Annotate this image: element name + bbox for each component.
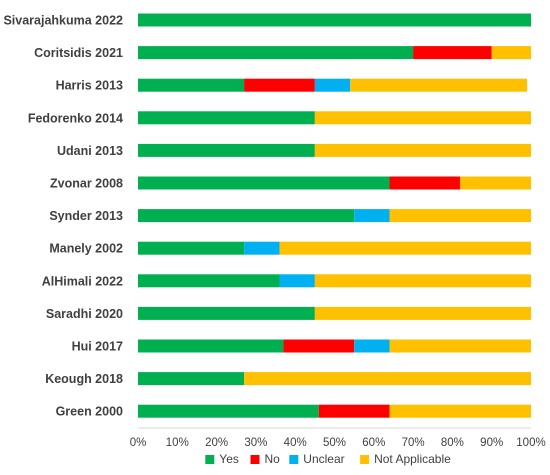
bar-segment-yes [138,306,315,320]
legend-item: Not Applicable [360,452,451,466]
category-label: Sivarajahkuma 2022 [3,14,123,28]
x-tick-label: 90% [480,437,503,449]
legend-item: Yes [205,452,239,466]
bar-segment-yes [138,46,414,60]
bar-segment-yes [138,13,531,27]
bar-segment-not-applicable [314,143,531,157]
category-label: Hui 2017 [72,340,123,354]
bar-segment-not-applicable [279,241,531,255]
x-tick-labels: 0% 10% 20% 30% 40% 50% 60% 70% 80% 90% 100% [130,437,546,449]
category-label: Udani 2013 [57,144,123,158]
bar-segment-yes [138,241,245,255]
bar-segment-yes [138,78,245,92]
legend-label: Not Applicable [374,452,451,466]
legend: Yes No Unclear Not Applicable [205,452,451,466]
category-label: Keough 2018 [45,372,123,386]
bar-segment-not-applicable [460,176,531,190]
bar-segment-yes [138,143,315,157]
legend-item: No [250,452,281,466]
legend-swatch [289,455,299,464]
bar-segment-no [318,404,390,418]
bar-segment-not-applicable [314,306,531,320]
bar-segment-no [283,339,355,353]
x-tick-label: 40% [284,437,307,449]
bars-layer [138,13,532,418]
bar-segment-yes [138,176,390,190]
category-label: Green 2000 [56,405,123,419]
legend-label: Yes [219,452,239,466]
bar-segment-yes [138,274,280,288]
category-label: Coritsidis 2021 [34,46,123,60]
bar-segment-no [244,78,315,92]
x-tick-label: 10% [166,437,189,449]
bar-segment-not-applicable [491,46,531,60]
bar-segment-yes [138,372,245,386]
bar-segment-yes [138,339,284,353]
category-label: AlHimali 2022 [42,274,123,288]
legend-label: No [265,452,281,466]
bar-segment-not-applicable [389,209,531,223]
bar-segment-unclear [244,241,280,255]
bar-segment-not-applicable [244,372,532,386]
x-tick-label: 20% [205,437,228,449]
bar-segment-not-applicable [389,339,531,353]
x-tick-label: 70% [402,437,425,449]
bar-segment-unclear [314,78,351,92]
bar-segment-yes [138,404,319,418]
bar-segment-no [413,46,492,60]
bar-segment-unclear [354,339,390,353]
legend-label: Unclear [303,452,344,466]
bar-segment-not-applicable [350,78,528,92]
category-label: Manely 2002 [49,242,123,256]
bar-segment-not-applicable [389,404,531,418]
bar-segment-unclear [354,209,390,223]
legend-item: Unclear [289,452,345,466]
bar-segment-not-applicable [314,111,531,125]
bar-segment-no [389,176,461,190]
bar-segment-not-applicable [314,274,531,288]
bar-segment-yes [138,111,315,125]
legend-swatch [360,455,370,464]
category-label: Zvonar 2008 [50,177,123,191]
x-tick-label: 0% [130,437,147,449]
category-labels: Sivarajahkuma 2022 Coritsidis 2021 Harris … [3,14,123,419]
x-tick-label: 60% [362,437,385,449]
x-tick-label: 30% [244,437,267,449]
bar-segment-unclear [279,274,315,288]
category-label: Synder 2013 [49,209,123,223]
x-tick-label: 100% [516,437,545,449]
x-tick-label: 80% [441,437,464,449]
legend-swatch [250,455,260,464]
x-tick-label: 50% [323,437,346,449]
category-label: Fedorenko 2014 [28,111,123,125]
legend-swatch [205,455,215,464]
category-label: Harris 2013 [56,79,123,93]
bar-segment-yes [138,209,355,223]
category-label: Saradhi 2020 [46,307,123,321]
